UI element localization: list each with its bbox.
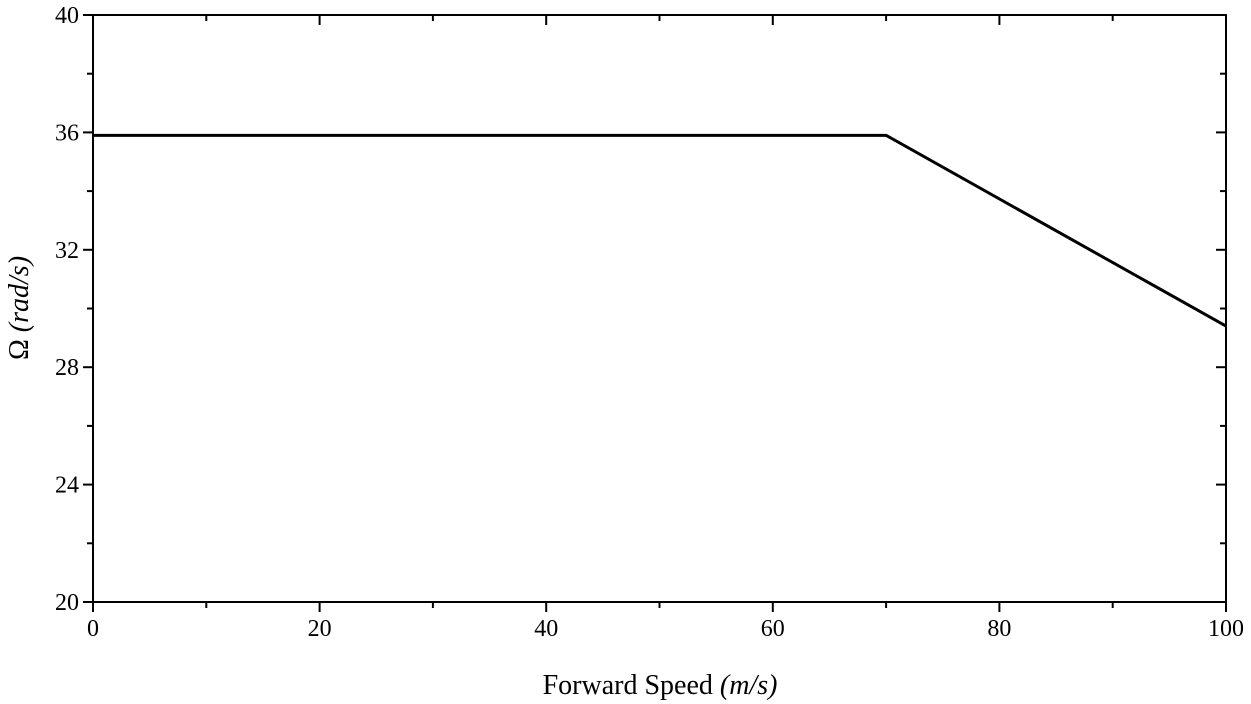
x-tick-label: 80 [987,616,1011,642]
y-tick-label: 28 [55,355,79,381]
x-tick-label: 0 [87,616,99,642]
y-tick-label: 24 [55,473,79,499]
y-axis-label: Ω (rad/s) [4,256,35,360]
series-line [93,133,1227,328]
ticks: 0 20 40 60 80 100 20 24 28 32 36 40 [55,3,1244,642]
x-tick-label: 60 [761,616,785,642]
y-tick-label: 40 [55,3,79,29]
plot-frame [92,14,1227,603]
x-tick-label: 20 [308,616,332,642]
series-lines [93,133,1227,328]
y-tick-label: 20 [55,590,79,616]
x-tick-label: 100 [1208,616,1244,642]
y-tick-label: 32 [55,238,79,264]
x-tick-label: 40 [534,616,558,642]
x-axis-label: Forward Speed (m/s) [543,670,778,701]
y-tick-label: 36 [55,120,79,146]
